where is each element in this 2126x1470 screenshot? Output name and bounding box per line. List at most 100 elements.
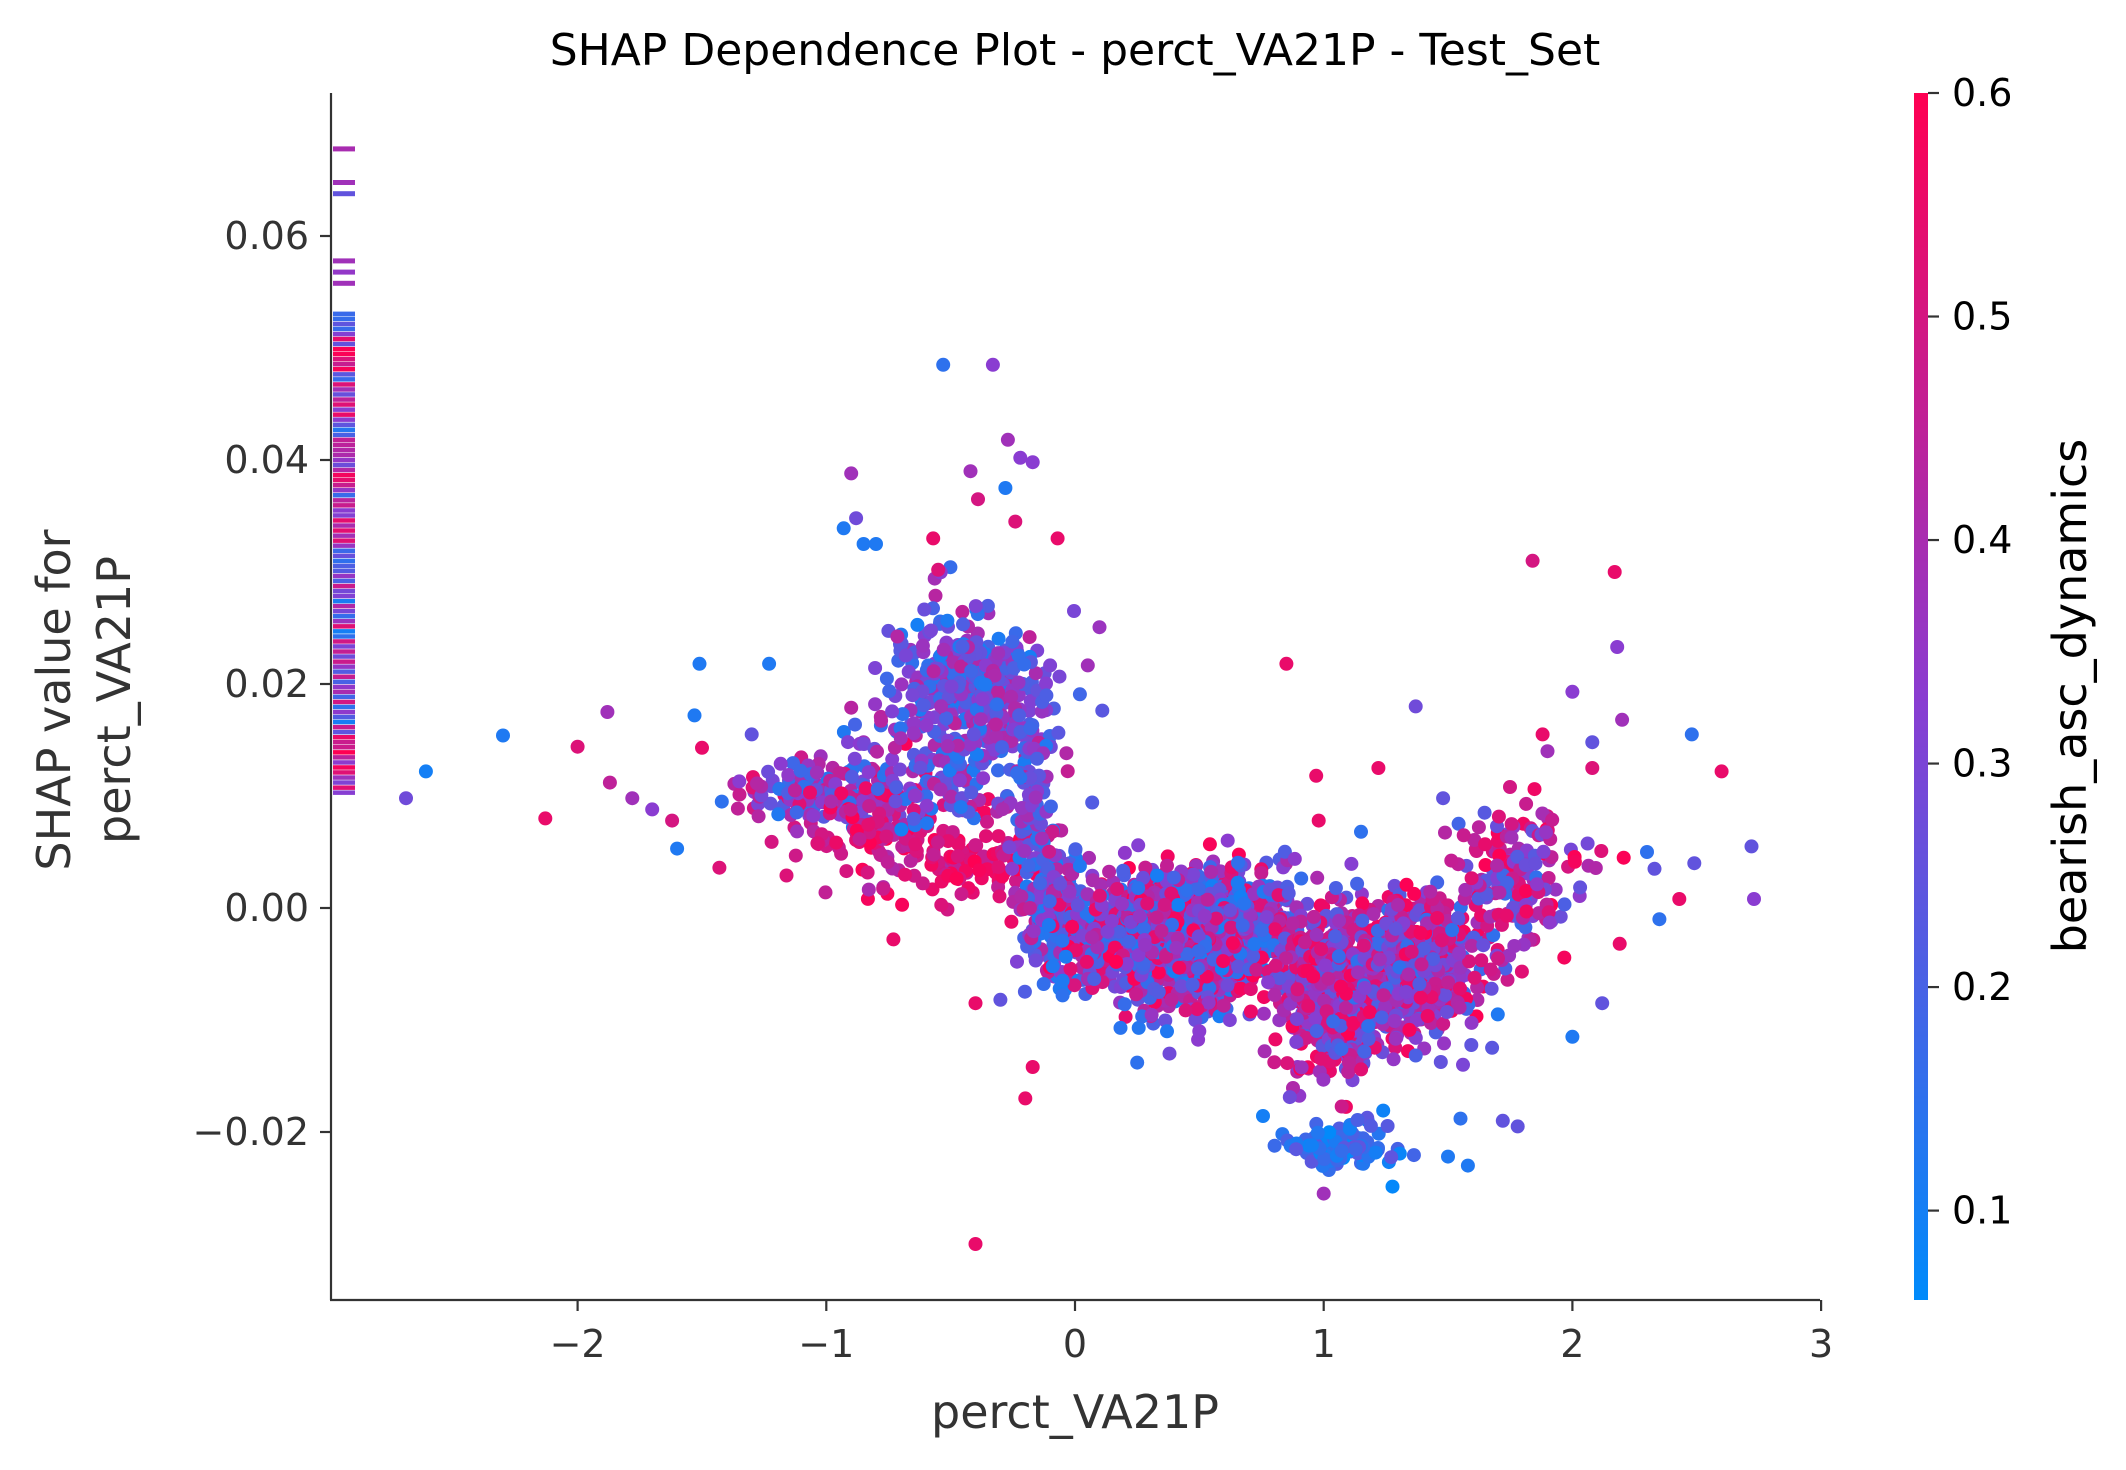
scatter-point: [1055, 973, 1070, 988]
scatter-point: [1484, 981, 1499, 996]
margin-tick: [333, 321, 355, 327]
scatter-point: [1357, 981, 1372, 995]
scatter-point: [954, 887, 969, 902]
scatter-point: [1388, 1031, 1403, 1046]
scatter-point: [1005, 861, 1020, 876]
scatter-point: [1404, 944, 1419, 959]
scatter-point: [1023, 770, 1038, 785]
scatter-point: [886, 932, 901, 947]
scatter-point: [1070, 898, 1085, 913]
scatter-point: [1004, 914, 1019, 929]
margin-tick: [333, 760, 355, 765]
colorbar-tick-label: 0.5: [1952, 295, 2012, 339]
margin-tick: [333, 412, 355, 417]
scatter-point: [868, 697, 883, 712]
margin-tick: [333, 191, 355, 197]
scatter-point: [1261, 975, 1276, 990]
scatter-point: [1005, 634, 1020, 649]
colorbar-tick-label: 0.4: [1952, 518, 2012, 562]
margin-tick: [333, 367, 355, 372]
scatter-point: [1314, 942, 1329, 957]
scatter-point: [870, 744, 884, 759]
scatter-point: [1348, 1142, 1363, 1157]
scatter-point: [1119, 957, 1134, 971]
scatter-point: [1350, 876, 1365, 891]
margin-tick: [333, 780, 355, 785]
scatter-point: [1063, 961, 1078, 976]
scatter-point: [1357, 1044, 1372, 1059]
scatter-point: [1022, 630, 1037, 645]
scatter-point: [1010, 766, 1025, 781]
margin-tick: [333, 387, 355, 392]
scatter-point: [991, 763, 1005, 778]
scatter-point: [1387, 1014, 1402, 1028]
scatter-point: [744, 727, 759, 742]
scatter-point: [787, 783, 802, 798]
margin-tick: [333, 669, 355, 674]
scatter-point: [934, 699, 949, 714]
scatter-point: [844, 769, 859, 784]
scatter-point: [955, 604, 970, 619]
scatter-point: [950, 738, 965, 753]
scatter-point: [1190, 1002, 1205, 1017]
scatter-point: [1110, 882, 1125, 896]
scatter-point: [1354, 1062, 1369, 1077]
y-tick-label: 0.02: [224, 662, 309, 706]
margin-tick: [333, 447, 355, 453]
scatter-point: [1131, 1020, 1146, 1035]
margin-tick: [333, 427, 355, 432]
scatter-point: [1595, 996, 1610, 1011]
scatter-point: [1042, 894, 1057, 909]
margin-tick: [333, 442, 355, 448]
scatter-point: [1371, 761, 1386, 775]
scatter-point: [1557, 950, 1572, 965]
scatter-point: [1023, 901, 1037, 915]
scatter-point: [868, 661, 883, 675]
scatter-point: [1282, 1090, 1297, 1105]
scatter-point: [1180, 947, 1195, 962]
margin-tick: [333, 422, 355, 427]
scatter-point: [998, 481, 1013, 495]
scatter-point: [1021, 858, 1036, 873]
scatter-point: [852, 832, 867, 847]
margin-tick: [333, 346, 355, 352]
scatter-point: [1304, 1154, 1319, 1169]
scatter-point: [1408, 699, 1423, 714]
scatter-point: [1412, 977, 1427, 991]
scatter-point: [1652, 912, 1667, 927]
scatter-point: [1185, 977, 1200, 992]
scatter-point: [1478, 858, 1493, 872]
scatter-point: [1507, 939, 1522, 953]
margin-tick: [333, 709, 355, 715]
scatter-point: [1474, 953, 1489, 968]
scatter-point: [1503, 780, 1517, 794]
scatter-point: [1483, 962, 1498, 977]
scatter-point: [1328, 881, 1343, 895]
scatter-point: [1279, 951, 1293, 966]
scatter-point: [856, 537, 871, 551]
scatter-point: [973, 712, 988, 727]
scatter-point: [1612, 936, 1627, 951]
margin-tick: [333, 341, 355, 347]
scatter-point: [895, 707, 910, 722]
scatter-point: [1045, 824, 1060, 839]
scatter-point: [993, 992, 1008, 1007]
scatter-point: [888, 794, 903, 809]
scatter-point: [1068, 943, 1083, 958]
margin-tick: [333, 467, 355, 473]
scatter-point: [788, 848, 803, 863]
scatter-point: [1385, 1179, 1400, 1194]
scatter-point: [1441, 1149, 1455, 1164]
scatter-point: [1254, 866, 1269, 880]
scatter-point: [1060, 764, 1075, 779]
margin-tick: [333, 699, 355, 705]
scatter-point: [1322, 1125, 1337, 1140]
scatter-point: [1014, 889, 1029, 904]
scatter-point: [1042, 844, 1057, 859]
colorbar: [1914, 93, 1928, 1300]
scatter-point: [714, 794, 729, 809]
margin-tick: [333, 518, 355, 523]
scatter-point: [1224, 920, 1239, 935]
scatter-point: [1318, 958, 1333, 973]
